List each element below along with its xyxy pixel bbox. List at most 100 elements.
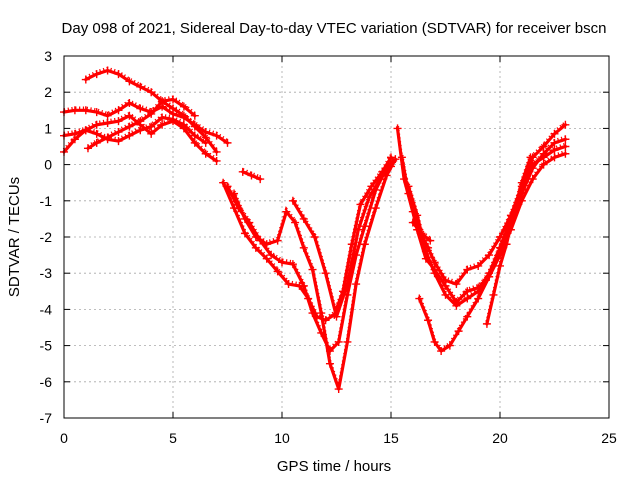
data-point-marker [437,347,446,356]
data-point-marker [393,124,402,133]
data-point-marker [343,280,352,289]
data-point-marker [489,290,498,299]
data-point-marker [179,111,188,120]
data-point-marker [125,99,134,108]
data-point-marker [81,106,90,115]
data-point-marker [147,122,156,131]
y-axis-label: SDTVAR / TECUs [6,177,23,297]
data-point-marker [223,138,232,147]
data-point-marker [223,182,232,191]
data-point-marker [356,200,365,209]
y-tick-label: -7 [40,410,53,426]
data-point-marker [125,122,134,131]
series-line [62,101,230,145]
data-point-marker [561,135,570,144]
series-marks [291,163,393,321]
data-point-marker [125,77,134,86]
data-point-marker [103,66,112,75]
data-point-marker [81,75,90,84]
data-point-marker [136,117,145,126]
data-point-marker [430,337,439,346]
x-tick-label: 15 [383,430,399,446]
data-point-marker [190,111,199,120]
data-point-marker [247,171,256,180]
data-point-marker [92,129,101,138]
y-tick-label: 2 [44,84,52,100]
y-tick-label: -3 [40,265,53,281]
data-point-marker [190,131,199,140]
data-point-marker [391,155,400,164]
data-point-marker [299,243,308,252]
y-tick-label: -4 [40,301,53,317]
y-tick-label: 0 [44,157,52,173]
data-point-marker [352,280,361,289]
data-point-marker [528,160,537,169]
y-tick-labels: -7 -6 -5 -4 -3 -2 -1 0 1 2 3 [40,48,53,426]
data-point-marker [509,211,518,220]
data-point-marker [452,280,461,289]
data-point-marker [387,162,395,171]
x-tick-label: 20 [492,430,508,446]
data-point-marker [230,189,239,198]
data-point-marker [334,337,343,346]
data-point-marker [158,120,167,129]
data-point-marker [397,153,406,162]
data-point-marker [147,88,156,97]
data-point-marker [445,341,454,350]
data-point-marker [273,267,282,276]
data-point-marker [103,118,112,127]
data-point-marker [463,294,472,303]
data-point-marker [376,175,385,184]
data-point-marker [190,138,199,147]
data-point-marker [308,265,317,274]
series-track-9 [288,162,395,321]
data-point-marker [496,261,504,270]
data-point-marker [474,261,483,270]
data-point-marker [360,240,369,249]
data-point-marker [136,82,145,91]
data-point-marker [158,97,167,106]
data-point-marker [550,153,559,162]
data-point-marker [169,104,177,113]
data-point-marker [288,196,297,205]
data-point-marker [539,142,548,151]
data-point-marker [354,225,363,234]
series-track-14 [408,218,435,245]
data-point-marker [240,229,249,238]
data-point-marker [70,129,79,138]
data-point-marker [561,142,570,151]
data-point-marker [426,236,435,245]
x-axis-label: GPS time / hours [277,458,391,475]
data-point-marker [404,182,413,191]
x-tick-labels: 0 5 10 15 20 25 [60,430,617,446]
series-marks [63,99,229,143]
data-series-group [60,66,570,394]
data-point-marker [482,319,491,328]
series-line [291,164,393,319]
x-tick-label: 5 [169,430,177,446]
y-tick-label: -1 [40,193,53,209]
data-point-marker [421,247,430,256]
data-point-marker [190,122,199,131]
data-point-marker [299,214,308,223]
data-point-marker [528,175,537,184]
data-point-marker [212,147,221,156]
series-marks [395,121,567,284]
data-point-marker [308,309,317,318]
data-point-marker [321,269,330,278]
data-point-marker [332,312,341,321]
data-point-marker [103,111,112,120]
axis-ticks [63,55,610,419]
series-marks [417,149,566,351]
y-tick-label: -5 [40,338,53,354]
data-point-marker [273,236,282,245]
data-point-marker [169,115,177,124]
series-marks [411,219,432,240]
data-point-marker [147,109,156,118]
series-marks [226,157,395,352]
data-point-marker [238,167,247,176]
data-point-marker [267,251,276,260]
data-point-marker [136,104,145,113]
y-tick-label: 1 [44,120,52,136]
